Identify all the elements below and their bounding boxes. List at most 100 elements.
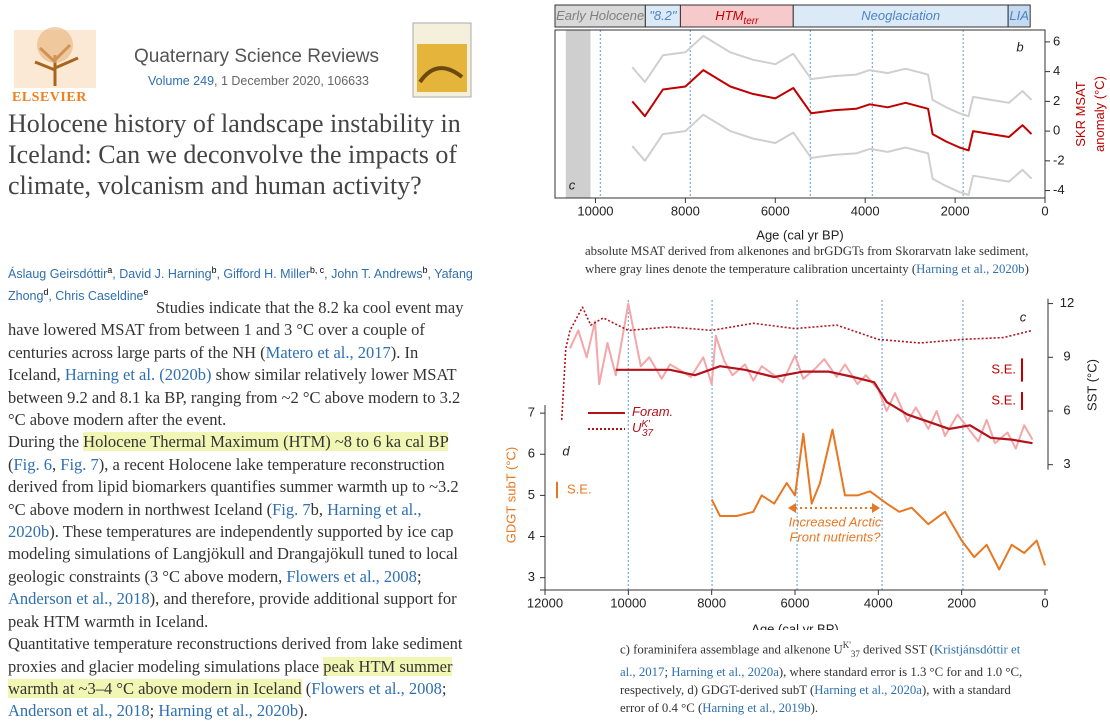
text: ; <box>441 678 447 698</box>
sup-text: b, c <box>310 265 325 275</box>
text: ; <box>664 664 672 679</box>
annotation: Front nutrients? <box>789 529 881 544</box>
text: ). These temperatures are independently … <box>8 522 459 586</box>
publisher-logo <box>14 27 96 88</box>
x-tick-label: 8000 <box>671 203 700 218</box>
link[interactable]: David J. Harning <box>119 267 212 282</box>
text: ). <box>810 700 819 715</box>
link[interactable]: Matero et al., 2017 <box>265 342 391 362</box>
link[interactable]: Chris Caseldine <box>55 289 144 304</box>
y-axis-label: SKR MSAT anomaly (°C) <box>1073 76 1107 152</box>
x-tick-label: 2000 <box>941 203 970 218</box>
series-line <box>631 34 1033 118</box>
y-tick-label: 7 <box>528 405 535 420</box>
y2-tick-label: 6 <box>1063 402 1070 417</box>
text: derived SST ( <box>859 642 934 657</box>
link[interactable]: Anderson et al., 2018 <box>8 589 150 609</box>
y-tick-label: 4 <box>528 528 535 543</box>
x-axis-label: Age (cal yr BP) <box>751 621 838 630</box>
y2-tick-label: 9 <box>1063 349 1070 364</box>
error-bar-label: S.E. <box>991 392 1016 407</box>
x-tick-label: 10000 <box>610 595 646 610</box>
x-tick-label: 10000 <box>577 203 613 218</box>
link[interactable]: Fig. 7 <box>60 454 99 474</box>
link[interactable]: Harning et al., 2020b <box>8 499 422 542</box>
sup-text: b <box>211 265 217 275</box>
sup-text: a <box>107 265 113 275</box>
link[interactable]: Harning et al. (2020b) <box>64 365 212 385</box>
annotation: b <box>1016 39 1023 54</box>
sup-text: K' <box>842 640 851 650</box>
y-axis-label: GDGT subT (°C) <box>503 447 518 543</box>
y-tick-label: -4 <box>1053 182 1065 197</box>
text: ; <box>149 701 159 721</box>
shaded-interval <box>565 30 591 198</box>
series-line <box>710 428 1046 571</box>
period-label-text: Early Holocene <box>556 8 644 23</box>
link[interactable]: , <box>216 267 224 282</box>
link[interactable]: Gifford H. Miller <box>223 267 311 282</box>
publisher: ELSEVIER <box>12 90 87 105</box>
period-label: HTMterr <box>715 8 759 26</box>
link[interactable]: Fig. 6 <box>13 454 53 474</box>
text: During the <box>8 432 84 452</box>
x-tick-label: 6000 <box>761 203 790 218</box>
author-list: Áslaug Geirsdóttira, David J. Harning b, … <box>8 261 478 305</box>
link[interactable]: , <box>427 267 435 282</box>
volume-link[interactable]: Volume 249 <box>148 74 215 88</box>
x-tick-label: 6000 <box>781 595 810 610</box>
link[interactable]: , <box>48 289 56 304</box>
highlight: Holocene Thermal Maximum (HTM) ~8 to 6 k… <box>83 432 449 452</box>
x-tick-label: 0 <box>1041 203 1048 218</box>
period-label: Early Holocene <box>556 8 644 23</box>
link[interactable]: Yafang Zhong <box>8 267 473 304</box>
period-label: Neoglaciation <box>861 8 940 23</box>
error-bar-label: S.E. <box>567 481 592 496</box>
plot-frame <box>554 29 1046 199</box>
text: ). In Iceland, <box>8 342 419 385</box>
y-tick-label: 6 <box>528 446 535 461</box>
link[interactable]: , <box>112 267 120 282</box>
link[interactable]: Harning et al., 2019b <box>702 700 811 715</box>
issue-text: , 1 December 2020, 106633 <box>214 74 369 88</box>
link[interactable]: Kristjánsdóttir et al., 2017 <box>620 642 1021 679</box>
cover-art <box>418 66 464 84</box>
link[interactable]: , <box>324 267 332 282</box>
link[interactable]: Áslaug Geirsdóttir <box>8 267 108 282</box>
legend-sup: K' <box>641 419 651 430</box>
link[interactable]: John T. Andrews <box>331 267 423 282</box>
journal-name[interactable]: Quaternary Science Reviews <box>134 46 379 67</box>
text: ( <box>8 454 14 474</box>
arrow-heads <box>788 503 880 513</box>
text: ), where standard error is 1.3 °C for an… <box>620 664 1023 697</box>
y-tick-label: 5 <box>528 487 535 502</box>
link[interactable]: Fig. 7 <box>272 499 311 519</box>
link[interactable]: Harning et al., 2020a <box>671 664 779 679</box>
link[interactable]: Flowers et al., 2008 <box>311 678 442 698</box>
text: show similar relatively lower MSAT betwe… <box>8 365 461 430</box>
x-axis-label: Age (cal yr BP) <box>756 227 843 242</box>
error-bar-label: S.E. <box>991 361 1016 376</box>
series-line <box>560 306 1033 420</box>
link[interactable]: Harning et al., 2020a <box>814 682 922 697</box>
y-tick-label: 4 <box>1053 63 1060 78</box>
y2-tick-label: 3 <box>1063 456 1070 471</box>
link[interactable]: Anderson et al., 2018 <box>8 701 150 721</box>
article-title: Holocene history of landscape instabilit… <box>8 109 461 200</box>
link[interactable]: Harning et al., 2020b <box>916 262 1025 276</box>
period-label: "8.2" <box>649 8 678 23</box>
period <box>792 4 1009 28</box>
link[interactable]: Harning et al., 2020b <box>158 701 299 721</box>
y-axis-label-line: SKR MSAT <box>1073 81 1088 147</box>
article-body: Studies indicate that the 8.2 ka cool ev… <box>8 297 474 723</box>
legend-name: Foram. <box>632 404 673 419</box>
y-tick-label: 0 <box>1053 123 1060 138</box>
text: ), with a standard error of 0.4 °C ( <box>620 682 1011 715</box>
period <box>1007 4 1031 28</box>
annotation: Increased Arctic <box>789 514 882 529</box>
link[interactable]: Flowers et al., 2008 <box>286 566 417 586</box>
sup-text: b <box>422 265 428 275</box>
y-tick-label: -2 <box>1053 152 1065 167</box>
series-line <box>631 69 1033 152</box>
